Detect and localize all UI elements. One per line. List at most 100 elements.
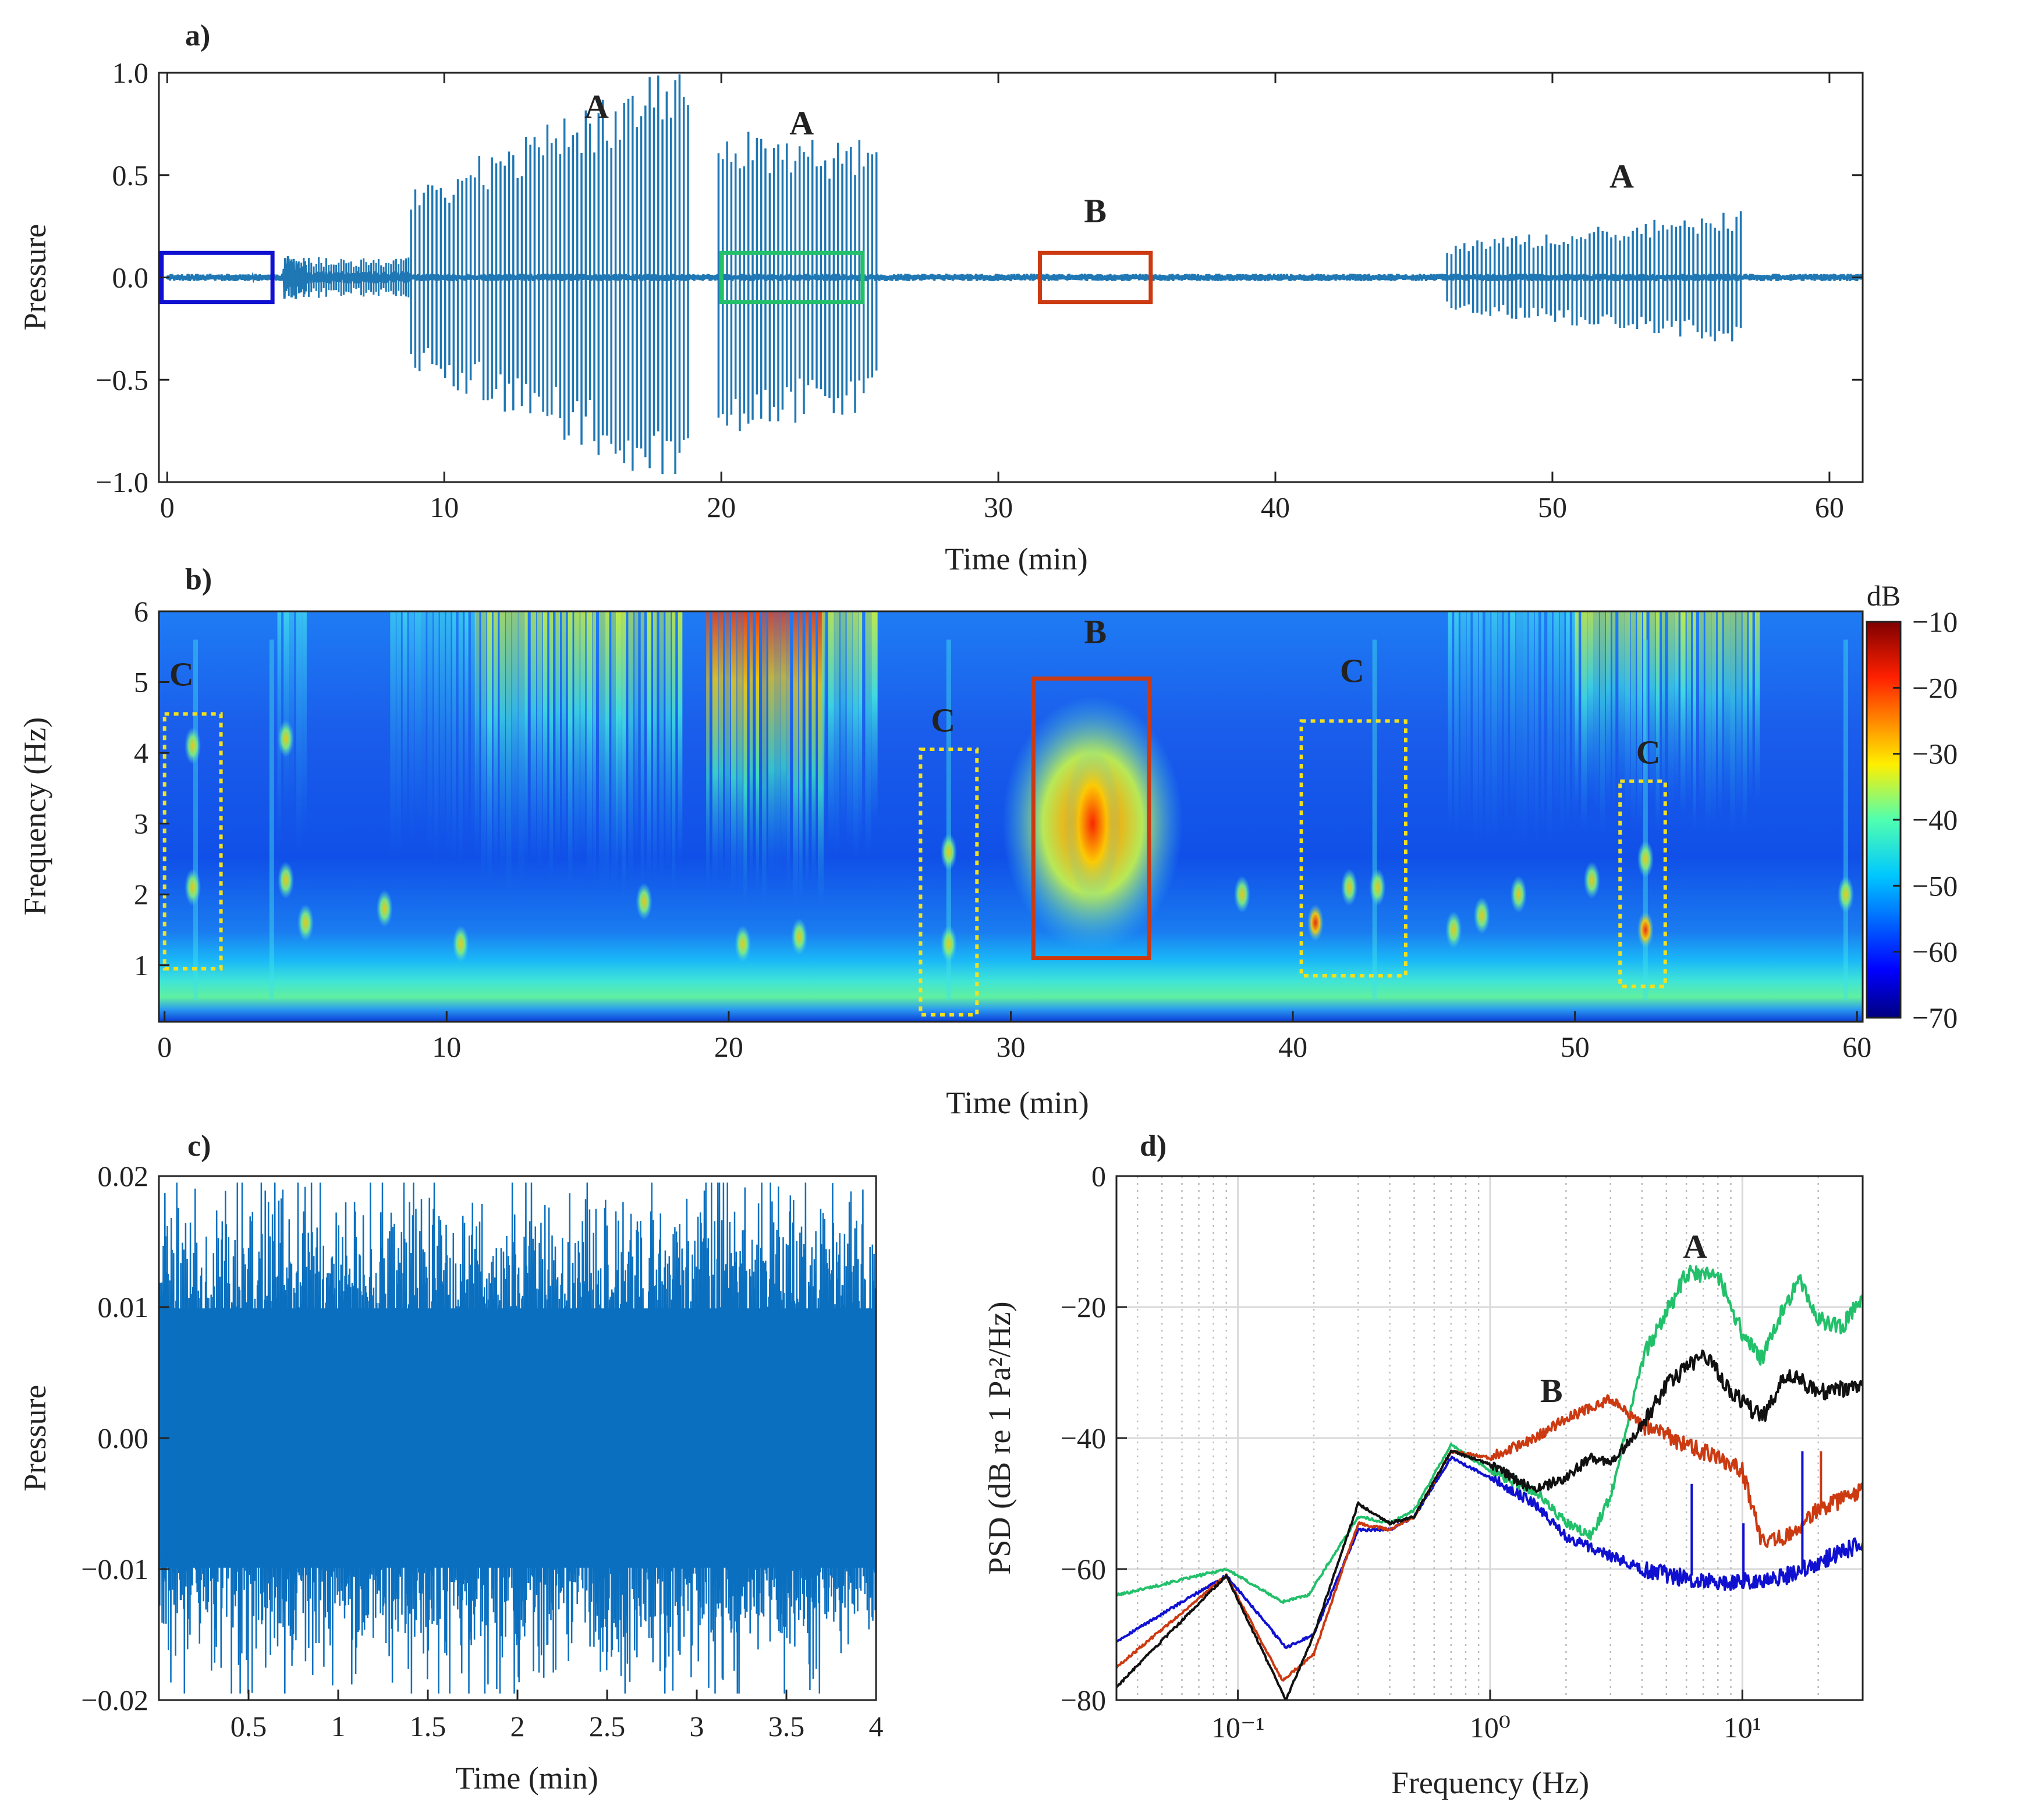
panel-b-xtick-label: 10 xyxy=(432,1031,461,1063)
spectrogram-spot xyxy=(940,925,957,963)
colorbar-tick-label: −40 xyxy=(1912,803,1958,836)
spectrogram-burst-streak xyxy=(786,611,790,890)
spectrogram-burst-streak xyxy=(283,611,290,812)
spectrogram-spot xyxy=(278,720,295,757)
spectrogram-burst-streak xyxy=(499,611,506,874)
spectrogram-burst-streak xyxy=(865,611,871,857)
spectrogram-burst-streak xyxy=(1516,611,1523,840)
panel-c-ytick-label: −0.02 xyxy=(81,1684,148,1716)
spectrogram-burst-streak xyxy=(1630,611,1636,829)
spectrogram-burst-streak xyxy=(1736,611,1742,816)
spectrogram-burst-streak xyxy=(678,611,683,864)
panel-d-xlabel: Frequency (Hz) xyxy=(1391,1765,1589,1800)
spectrogram-burst-streak xyxy=(562,611,566,856)
spectrogram-burst-streak xyxy=(1606,611,1611,806)
spectrogram-burst-streak xyxy=(712,611,718,882)
panel-b-xtick-label: 20 xyxy=(714,1031,743,1063)
panel-a-xtick-label: 50 xyxy=(1538,491,1567,523)
spectrogram-burst-streak xyxy=(859,611,863,841)
spectrogram-burst-streak xyxy=(1717,611,1722,820)
spectrogram-burst-streak xyxy=(611,611,618,893)
panel-b-ylabel: Frequency (Hz) xyxy=(17,717,52,915)
spectrogram-burst-streak xyxy=(427,611,432,857)
panel-b-annotation: C xyxy=(169,656,194,693)
panel-d: d) A B 10⁻¹ 10⁰ 10¹ −80 −60 −40 −20 0 PSD (dB re… xyxy=(982,1129,1864,1800)
spectrogram-burst-streak xyxy=(555,611,561,863)
spectrogram-burst-streak xyxy=(840,611,846,834)
spectrogram-burst-streak xyxy=(396,611,401,860)
spectrogram-burst-streak xyxy=(659,611,664,882)
spectrogram-burst-streak xyxy=(718,611,724,878)
spectrogram-burst-streak xyxy=(458,611,463,866)
spectrogram-burst-streak xyxy=(774,611,781,877)
spectrogram-burst-streak xyxy=(487,611,492,884)
spectrogram-burst-streak xyxy=(1686,611,1692,804)
spectrogram-spot xyxy=(1637,840,1654,878)
spectrogram-burst-streak xyxy=(446,611,451,854)
panel-c-ytick-label: 0.01 xyxy=(98,1291,149,1323)
panel-b-annotation: B xyxy=(1084,613,1107,651)
spectrogram-burst-streak xyxy=(530,611,537,861)
spectrogram-burst-streak xyxy=(296,611,303,851)
panel-b-ytick-label: 4 xyxy=(134,737,148,769)
panel-b-xtick-label: 40 xyxy=(1278,1031,1307,1063)
spectrogram-burst-streak xyxy=(1600,611,1605,835)
spectrogram-spot xyxy=(1233,876,1250,913)
spectrogram-burst-streak xyxy=(1460,611,1466,830)
spectrogram-burst-streak xyxy=(1593,611,1599,811)
colorbar-tick-label: −10 xyxy=(1912,606,1958,638)
spectrogram-burst-streak xyxy=(390,611,396,857)
panel-c-ylabel: Pressure xyxy=(17,1385,52,1492)
panel-c-xtick-label: 0.5 xyxy=(231,1710,267,1743)
spectrogram-burst-streak xyxy=(871,611,878,824)
spectrogram-burst-streak xyxy=(1497,611,1502,824)
spectrogram-burst-streak xyxy=(743,611,747,907)
spectrogram-spot xyxy=(1583,861,1600,899)
panel-c-xlabel: Time (min) xyxy=(455,1761,598,1796)
panel-a-ytick-label: 0.0 xyxy=(112,261,149,294)
panel-c-trace xyxy=(159,1182,876,1694)
spectrogram-spot xyxy=(1510,876,1527,913)
panel-a-ylabel: Pressure xyxy=(17,224,52,331)
spectrogram-burst-streak xyxy=(1643,611,1647,801)
spectrogram-burst-streak xyxy=(665,611,671,869)
spectrogram-burst-streak xyxy=(622,611,626,898)
spectrogram-burst-streak xyxy=(768,611,775,877)
spectrogram-burst-streak xyxy=(1454,611,1459,837)
spectrogram xyxy=(159,611,1863,1022)
spectrogram-burst-streak xyxy=(811,611,816,883)
spectrogram-streak xyxy=(1843,639,1848,1001)
panel-a-baseline-trace xyxy=(166,256,1863,299)
panel-c-xtick-label: 4 xyxy=(869,1710,884,1743)
panel-c-xtick-label: 2.5 xyxy=(589,1710,626,1743)
panel-d-series-line xyxy=(1116,1265,1863,1604)
panel-a-xlabel: Time (min) xyxy=(945,541,1088,576)
spectrogram-burst-streak xyxy=(580,611,586,855)
panel-c-ytick-label: 0.00 xyxy=(98,1422,149,1454)
spectrogram-burst-streak xyxy=(1547,611,1552,845)
panel-d-series-line xyxy=(1116,1349,1863,1700)
spectrogram-burst-streak xyxy=(302,611,307,833)
spectrogram-burst-streak xyxy=(524,611,528,865)
panel-d-series-line xyxy=(1116,1456,1863,1649)
panel-c-ytick-label: 0.02 xyxy=(98,1160,149,1192)
spectrogram-spot xyxy=(791,918,808,956)
panel-a-box xyxy=(719,250,865,304)
spectrogram-burst-streak xyxy=(537,611,543,870)
spectrogram-burst-streak xyxy=(1624,611,1630,816)
spectrogram-burst-streak xyxy=(1749,611,1753,796)
spectrogram-burst-streak xyxy=(402,611,407,828)
panel-a-xtick-label: 60 xyxy=(1815,491,1844,523)
panel-a-xtick-label: 10 xyxy=(430,491,459,523)
spectrogram-spot xyxy=(1637,911,1654,948)
spectrogram-burst-streak xyxy=(1504,611,1508,828)
spectrogram-burst-streak xyxy=(725,611,731,879)
panel-b-letter: b) xyxy=(185,563,212,596)
spectrogram-streak xyxy=(1372,639,1377,1001)
spectrogram-streak xyxy=(193,639,198,1001)
spectrogram-burst-streak xyxy=(481,611,487,884)
spectrogram-burst-streak xyxy=(1522,611,1528,847)
spectrogram-burst-streak xyxy=(409,611,415,839)
spectrogram-burst-streak xyxy=(493,611,498,869)
